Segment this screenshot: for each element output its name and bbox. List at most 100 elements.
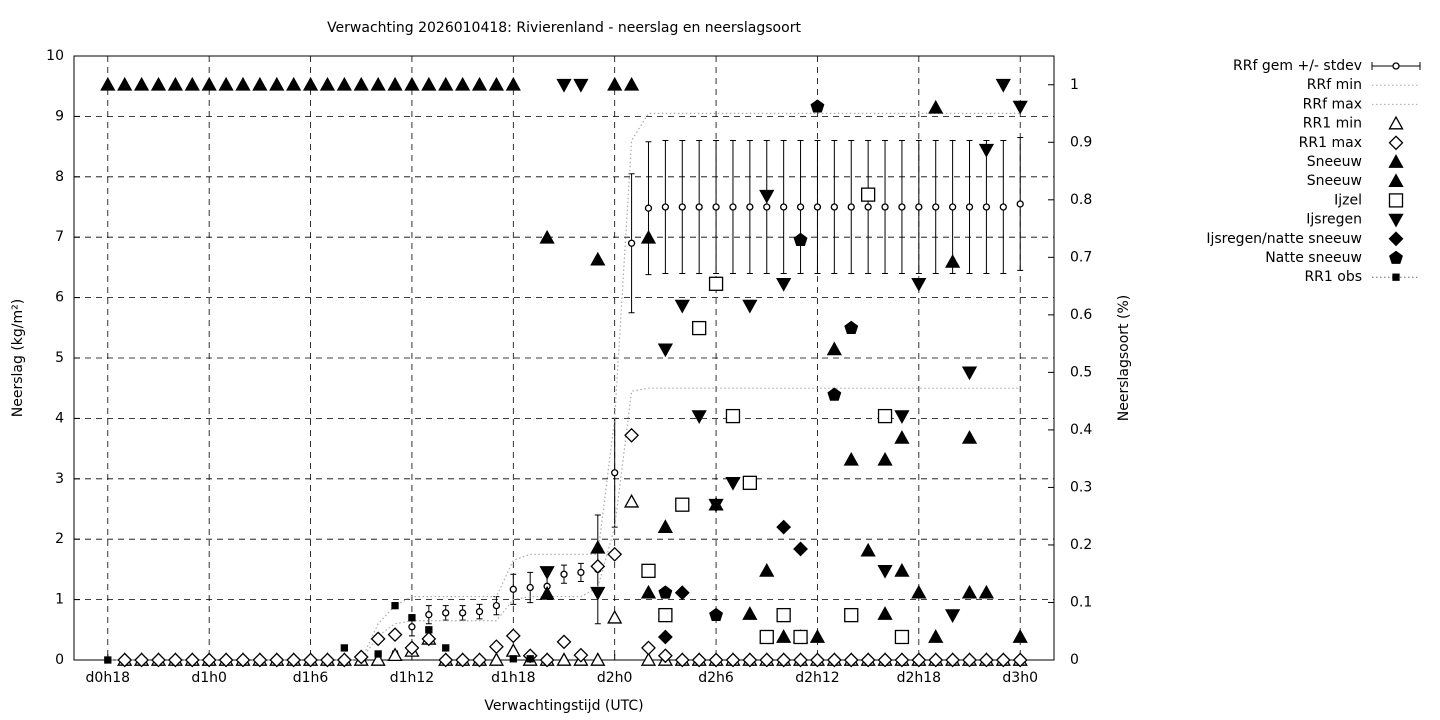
point (945, 652, 961, 668)
mean-point (932, 203, 940, 211)
y2-tick-label: 0.6 (1070, 307, 1092, 323)
point (151, 652, 166, 668)
mean-point (915, 203, 923, 211)
point (894, 652, 910, 668)
point (1012, 100, 1028, 115)
point (641, 563, 656, 578)
point (877, 606, 893, 620)
mean-point (982, 203, 991, 211)
y-tick-label: 1 (55, 592, 64, 608)
point (303, 652, 318, 668)
point (133, 76, 150, 91)
legend-label: RRf max (1303, 96, 1362, 112)
legend-symbol (1389, 250, 1403, 264)
mean-point (678, 203, 686, 211)
point (590, 652, 606, 666)
point (995, 78, 1011, 93)
point (387, 647, 403, 662)
mean-point (796, 203, 805, 211)
point (877, 652, 893, 668)
point (978, 143, 995, 158)
legend-symbol (1388, 213, 1404, 228)
point (421, 76, 437, 91)
y-tick-label: 4 (55, 410, 64, 426)
point (455, 76, 471, 91)
mean-point (492, 601, 501, 610)
point (691, 652, 707, 668)
point (573, 647, 589, 663)
y2-tick-label: 0.4 (1070, 422, 1092, 438)
mean-point (627, 239, 636, 247)
point (269, 652, 285, 668)
y2-tick-label: 0.9 (1070, 134, 1092, 150)
point (488, 76, 505, 91)
point (826, 341, 842, 356)
point (961, 584, 978, 599)
point (961, 366, 978, 381)
point (1012, 652, 1028, 668)
point (978, 652, 994, 668)
point (657, 629, 673, 645)
y-tick-label: 7 (55, 229, 64, 245)
point (962, 652, 977, 668)
legend-symbol (1388, 173, 1404, 188)
point (438, 76, 454, 91)
point (509, 655, 517, 663)
point (844, 607, 859, 623)
point (776, 607, 791, 623)
point (590, 539, 606, 554)
point (218, 76, 234, 91)
point (320, 652, 335, 668)
legend-label: Ijsregen (1306, 212, 1362, 228)
point (759, 189, 775, 204)
mean-point (661, 203, 670, 211)
mean-point (712, 203, 720, 211)
point (607, 546, 623, 562)
point (184, 76, 200, 91)
legend-label: Ijsregen/natte sneeuw (1206, 231, 1362, 247)
point (319, 76, 336, 91)
point (624, 427, 640, 443)
point (978, 584, 995, 599)
point (793, 541, 808, 557)
point (894, 562, 910, 577)
legend-label: RR1 obs (1304, 269, 1362, 285)
point (438, 652, 454, 668)
point (759, 562, 775, 577)
point (370, 631, 386, 647)
point (657, 343, 673, 358)
y2-tick-label: 1 (1070, 77, 1079, 93)
point (640, 229, 657, 244)
y-tick-label: 0 (55, 652, 64, 668)
y2-tick-label: 0 (1070, 652, 1079, 668)
point (336, 76, 352, 91)
point (776, 519, 792, 535)
x-tick-label: d1h6 (293, 670, 329, 686)
point (252, 652, 268, 668)
point (150, 76, 167, 91)
mean-point (611, 469, 619, 477)
point (488, 639, 504, 655)
point (539, 586, 555, 600)
mean-point (458, 609, 467, 617)
point (793, 232, 808, 246)
point (590, 558, 606, 574)
point (692, 320, 707, 336)
mean-point (425, 611, 433, 619)
point (742, 299, 758, 314)
point (826, 652, 842, 668)
mean-point (1016, 200, 1024, 208)
legend-label: Sneeuw (1307, 154, 1362, 170)
point (442, 644, 450, 652)
mean-point (509, 585, 517, 593)
x-axis-label: Verwachtingstijd (UTC) (484, 698, 643, 714)
y-tick-label: 3 (55, 471, 64, 487)
y-axis-label: Neerslag (kg/m²) (10, 299, 26, 417)
point (286, 652, 302, 668)
mean-point (948, 203, 957, 211)
x-tick-label: d2h18 (897, 670, 941, 686)
y2-tick-label: 0.8 (1070, 192, 1092, 208)
point (708, 276, 724, 291)
point (404, 640, 420, 656)
